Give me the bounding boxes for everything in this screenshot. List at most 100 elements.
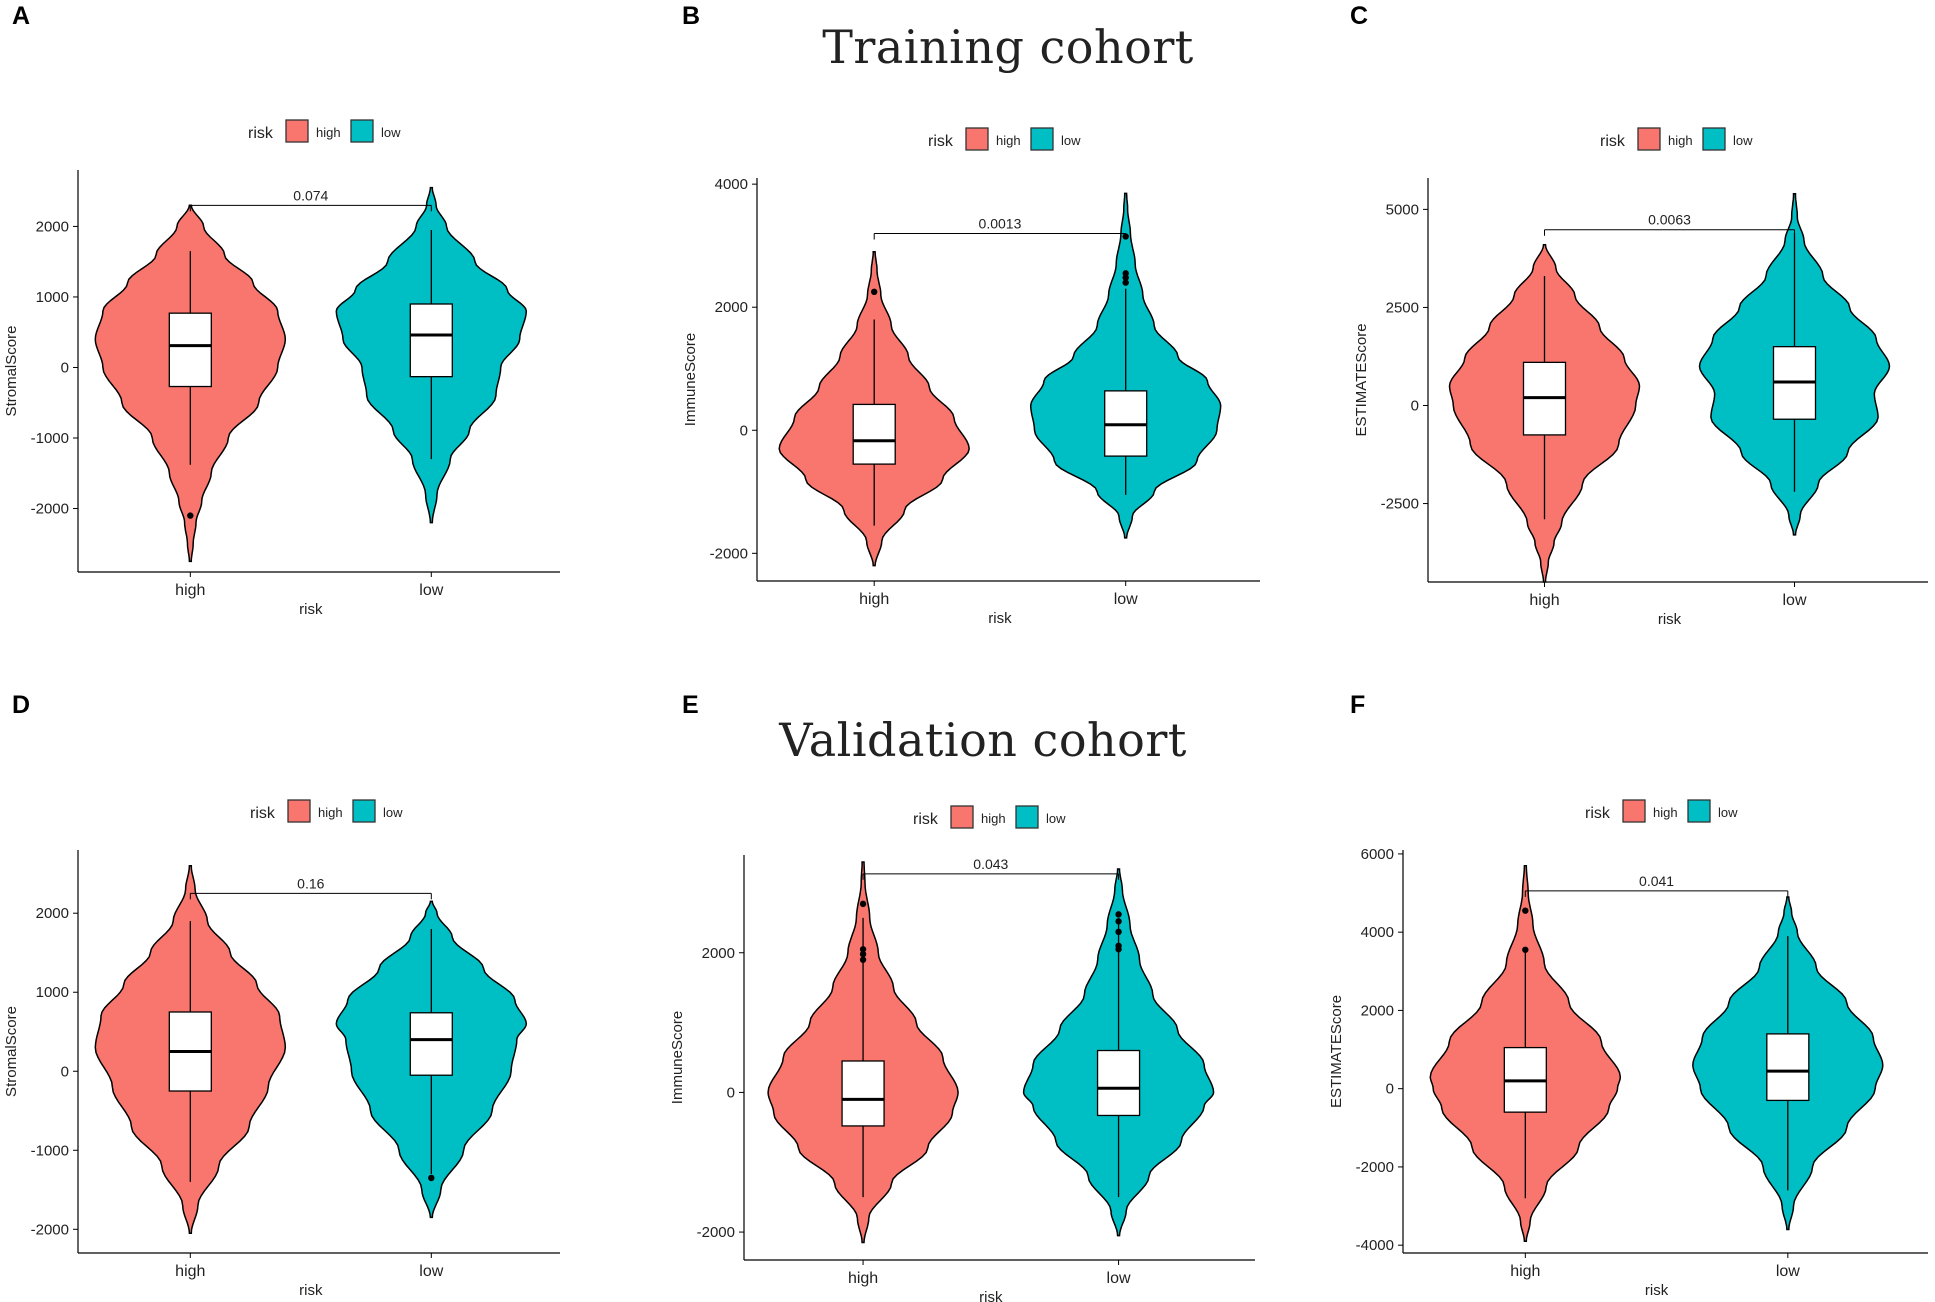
p-value-label-e: 0.043 (973, 856, 1008, 872)
box-high (168, 312, 212, 388)
y-axis-label-b: ImmuneScore (682, 333, 699, 426)
x-tick-label-low: low (1114, 591, 1138, 608)
group-high-f (1429, 864, 1622, 1243)
x-tick-label-low: low (1782, 592, 1806, 609)
y-tick-label: -2000 (31, 1221, 69, 1238)
x-axis-label-e: risk (979, 1289, 1003, 1302)
legend-c: risk high low (1600, 127, 1753, 151)
panel-letter-f: F (1350, 691, 1365, 719)
p-value-label-c: 0.0063 (1648, 212, 1691, 228)
group-low-a (335, 186, 528, 524)
x-tick-label-low: low (1776, 1263, 1800, 1280)
legend-label-low: low (1046, 811, 1066, 826)
x-tick-label-low: low (419, 1263, 443, 1280)
legend-title: risk (913, 811, 939, 828)
y-tick-label: -2000 (710, 545, 748, 562)
legend-label-high: high (981, 811, 1006, 826)
y-axis-label-a: StromalScore (3, 326, 20, 417)
legend-swatch-low (352, 799, 376, 823)
x-axis-label-b: risk (988, 610, 1012, 627)
outlier-point (1115, 942, 1122, 949)
outlier-point (1122, 270, 1129, 277)
x-tick-label-high: high (1529, 592, 1559, 609)
legend-d: risk high low (250, 799, 403, 823)
x-axis-label-c: risk (1658, 611, 1682, 628)
y-axis-label-e: ImmuneScore (669, 1011, 686, 1104)
x-tick-label-high: high (175, 582, 205, 599)
p-value-label-f: 0.041 (1639, 873, 1674, 889)
group-high-d (94, 865, 287, 1234)
box-high (841, 1060, 885, 1127)
legend-label-low: low (383, 805, 403, 820)
legend-swatch-low (350, 119, 374, 143)
y-tick-label: -1000 (31, 1142, 69, 1159)
y-tick-label: 2500 (1386, 299, 1419, 316)
outlier-point (1115, 918, 1122, 925)
legend-title: risk (1585, 805, 1611, 822)
box-low (409, 303, 453, 378)
y-tick-label: 6000 (1361, 846, 1394, 863)
y-tick-label: 5000 (1386, 201, 1419, 218)
outlier-point (859, 946, 867, 953)
y-tick-label: -2000 (697, 1224, 735, 1241)
panel-letter-d: D (12, 691, 30, 719)
legend-swatch-high (1622, 799, 1646, 823)
legend-label-high: high (1668, 133, 1693, 148)
x-tick-label-low: low (1107, 1270, 1131, 1287)
group-low-d (335, 900, 528, 1219)
legend-a: risk high low (248, 119, 401, 143)
x-tick-label-high: high (859, 591, 889, 608)
y-tick-label: -2000 (1356, 1159, 1394, 1176)
y-tick-label: -2500 (1381, 496, 1419, 513)
legend-swatch-high (287, 799, 311, 823)
outlier-point (1122, 279, 1129, 286)
legend-title: risk (1600, 133, 1626, 150)
y-tick-label: 0 (727, 1084, 735, 1101)
legend-label-high: high (996, 133, 1021, 148)
legend-label-high: high (316, 125, 341, 140)
y-tick-label: 2000 (702, 945, 735, 962)
y-tick-label: 0 (1411, 397, 1419, 414)
box-high (852, 403, 896, 465)
validation-cohort-title: Validation cohort (779, 713, 1187, 767)
p-value-label-b: 0.0013 (979, 216, 1022, 232)
legend-label-low: low (381, 125, 401, 140)
outlier-point (428, 1174, 435, 1182)
legend-swatch-low (1030, 127, 1054, 151)
legend-b: risk high low (928, 127, 1081, 151)
p-value-label-a: 0.074 (293, 187, 328, 203)
x-tick-label-high: high (848, 1270, 878, 1287)
legend-swatch-high (1637, 127, 1661, 151)
outlier-point (870, 288, 878, 296)
y-tick-label: 1000 (36, 289, 69, 306)
legend-label-low: low (1718, 805, 1738, 820)
y-tick-label: 0 (61, 1063, 69, 1080)
y-tick-label: 4000 (1361, 924, 1394, 941)
group-low-f (1692, 896, 1884, 1231)
group-high-b (778, 251, 970, 567)
panel-letter-c: C (1350, 2, 1368, 30)
box-low (1096, 1049, 1141, 1117)
legend-title: risk (248, 125, 274, 142)
y-tick-label: 2000 (1361, 1002, 1394, 1019)
legend-title: risk (928, 133, 954, 150)
y-axis-label-d: StromalScore (3, 1006, 20, 1097)
y-tick-label: 1000 (36, 984, 69, 1001)
outlier-point (1522, 907, 1529, 914)
legend-label-high: high (318, 805, 343, 820)
group-low-c (1698, 192, 1891, 536)
y-axis-label-f: ESTIMATEScore (1328, 995, 1345, 1108)
panel-letter-b: B (682, 2, 700, 30)
legend-label-high: high (1653, 805, 1678, 820)
group-high-c (1448, 243, 1641, 583)
legend-swatch-low (1687, 799, 1711, 823)
x-tick-label-high: high (1510, 1263, 1540, 1280)
y-tick-label: -2000 (31, 501, 69, 518)
y-tick-label: 0 (740, 422, 748, 439)
x-tick-label-high: high (175, 1263, 205, 1280)
